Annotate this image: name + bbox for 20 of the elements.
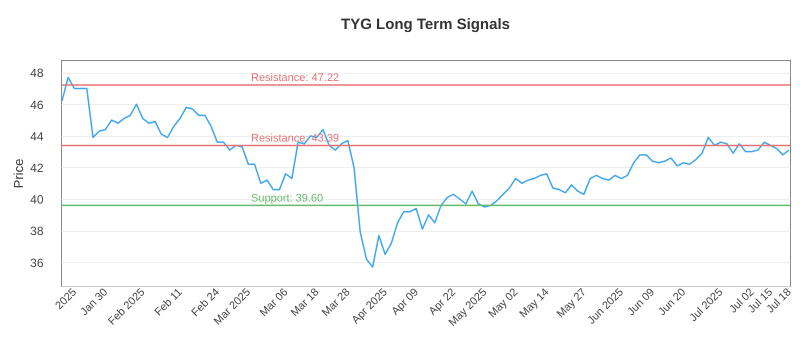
x-tick-label: Mar 28 [320,286,353,319]
y-tick-label: 46 [30,98,44,112]
y-axis-title: Price [11,158,26,188]
y-tick-label: 42 [30,160,44,175]
x-tick-label: Jan 30 [78,286,110,318]
y-tick-label: 36 [30,256,44,270]
y-tick-label: 38 [30,224,44,238]
y-tick-label: 40 [30,192,44,207]
x-tick-label: Jun 09 [625,286,658,318]
chart-title: TYG Long Term Signals [341,16,510,33]
ref-line-label: Support: 39.60 [251,192,324,204]
x-tick-label: Apr 09 [390,286,421,318]
x-tick-label: Feb 11 [152,286,185,318]
x-tick-label: May 27 [554,286,589,320]
ref-line-label: Resistance: 47.22 [251,72,340,84]
x-tick-label: Jun 20 [656,286,688,318]
x-tick-label: Mar 06 [258,286,290,319]
y-tick-label: 44 [30,129,44,144]
x-tick-label: Mar 18 [288,286,322,319]
y-tick-label: 48 [30,66,44,80]
